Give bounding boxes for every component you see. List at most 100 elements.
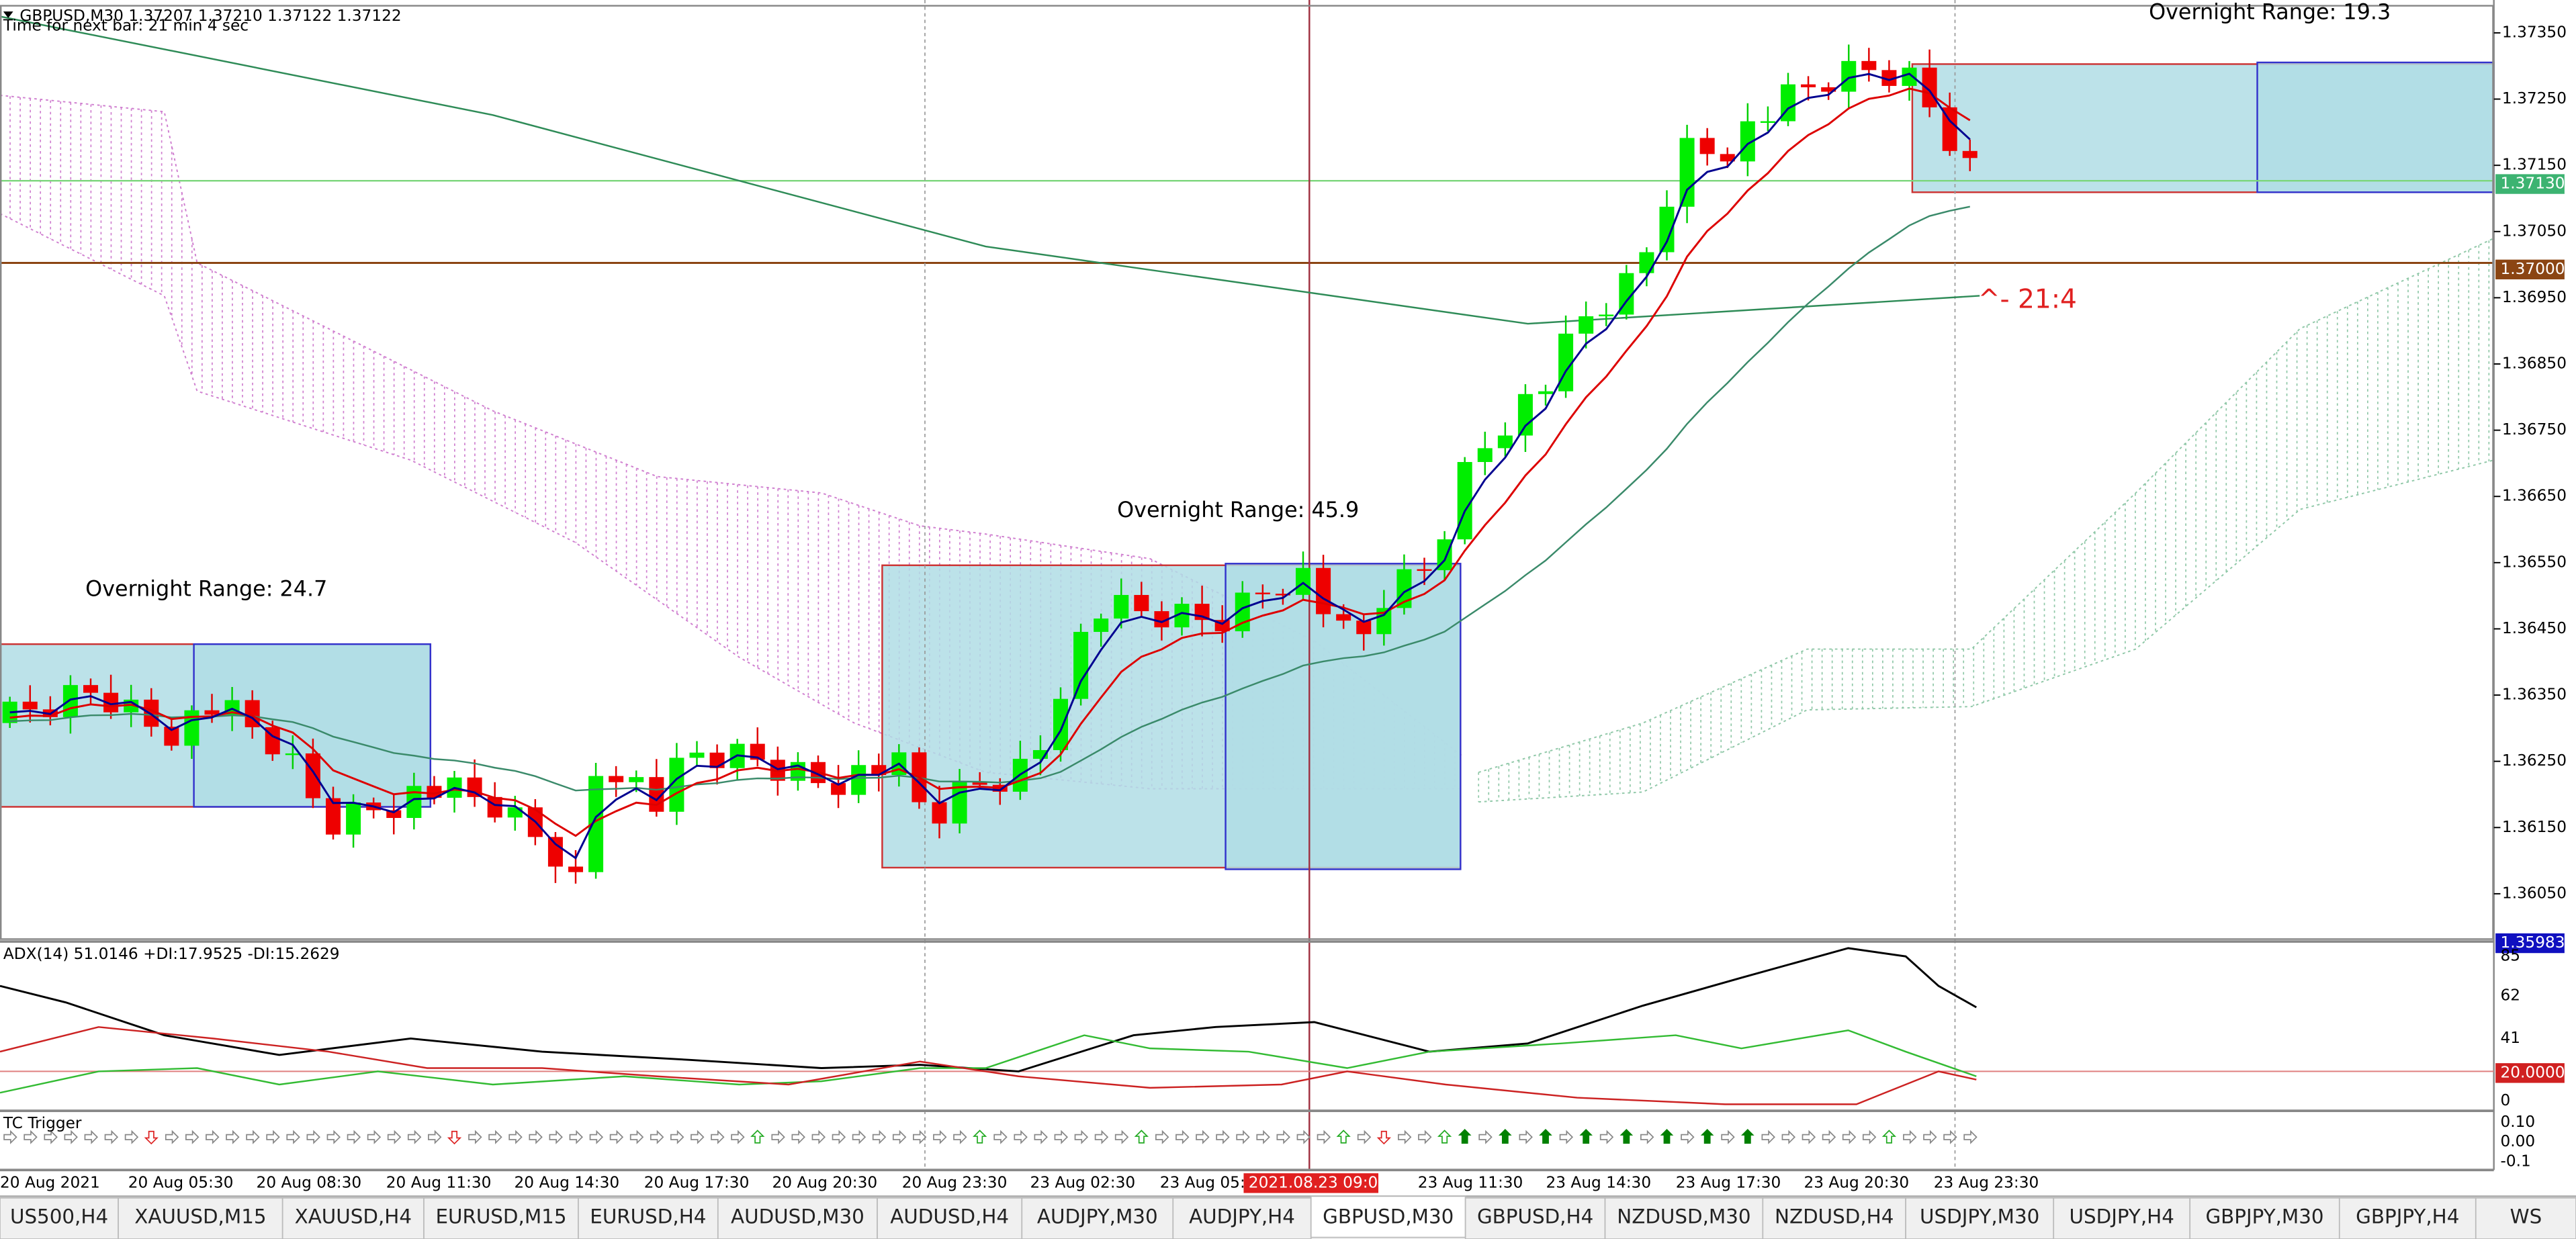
trigger-arrow [1155,1130,1169,1144]
range-label: Overnight Range: 24.7 [85,576,327,601]
tab[interactable]: EURUSD,M15 [423,1197,579,1239]
candle-body [1881,70,1897,86]
trigger-arrow [1822,1130,1836,1144]
candle-body [568,866,584,872]
trigger-arrow [1175,1130,1190,1144]
tab-background [1464,1197,1606,1239]
candle-body [103,692,119,713]
trigger-arrow [1336,1130,1351,1144]
trigger-arrow [1236,1130,1250,1144]
cursor-time-label: 2021.08.23 09:00 [1249,1173,1388,1191]
trigger-arrow [811,1130,826,1144]
candle-body [669,758,684,812]
tab-background [877,1197,1023,1239]
tab-label: USDJPY,H4 [2070,1205,2174,1228]
tab-background [2475,1197,2576,1239]
price-label: 1.36550 [2502,553,2567,571]
trigger-arrow [1539,1129,1552,1144]
ma-line [9,87,1971,837]
candle-body [851,765,867,795]
trigger-arrow [589,1130,604,1144]
trigger-arrow [650,1130,664,1144]
trigger-arrow [246,1130,260,1144]
adx-axis-label: 0 [2500,1091,2510,1109]
candle-body [689,752,705,758]
candle-body [1659,206,1675,253]
candle-body [1821,87,1836,92]
trigger-arrow [629,1130,644,1144]
tab[interactable]: GBPJPY,H4 [2338,1197,2477,1239]
tab-label: XAUUSD,M15 [134,1205,266,1228]
candle-body [1801,84,1816,87]
tab-label: NZDUSD,M30 [1617,1205,1750,1228]
candle-body [1336,614,1351,621]
tab[interactable]: AUDUSD,H4 [877,1197,1023,1239]
candle-body [427,786,442,798]
trigger-arrow [367,1130,382,1144]
trigger-arrow [144,1130,159,1145]
candle-body [1073,631,1089,699]
adx-line [0,947,1978,1072]
trigger-arrow [1923,1130,1937,1144]
trigger-arrow [1862,1130,1877,1144]
indicator-label: ADX(14) 51.0146 +DI:17.9525 -DI:15.2629 [3,945,340,963]
cursor-time-box [1243,1173,1379,1193]
tab-background [1604,1197,1764,1239]
candle-body [285,753,300,755]
price-marker-label: 1.37000 [2500,260,2565,278]
tab[interactable]: GBPUSD,H4 [1464,1197,1606,1239]
tab-label: AUDUSD,H4 [890,1205,1009,1228]
price-label: 1.36150 [2502,818,2567,836]
trigger-arrow [711,1130,725,1144]
trigger-arrow [1034,1130,1048,1144]
price-label: 1.37050 [2502,222,2567,240]
candle-body [1174,604,1190,628]
trigger-arrow [973,1130,987,1144]
time-label: 20 Aug 11:30 [386,1173,492,1191]
trigger-arrow [306,1130,320,1144]
tab[interactable]: WS [2475,1197,2576,1239]
menu-triangle [3,11,13,18]
time-label: 20 Aug 08:30 [257,1173,362,1191]
tab[interactable]: US500,H4 [0,1197,119,1239]
trigger-arrow [1398,1130,1412,1144]
trigger-arrow [1074,1130,1089,1144]
tab[interactable]: AUDJPY,H4 [1172,1197,1312,1239]
tab[interactable]: NZDUSD,M30 [1604,1197,1764,1239]
ma-line [9,73,1971,860]
tab-background [717,1197,878,1239]
price-label: 1.36750 [2502,420,2567,439]
candle-body [1760,121,1775,123]
tab[interactable]: XAUUSD,H4 [281,1197,425,1239]
price-label: 1.37150 [2502,156,2567,174]
price-marker [2495,259,2565,279]
tab[interactable]: NZDUSD,H4 [1762,1197,1906,1239]
trigger-arrow [124,1130,139,1144]
candle-body [1599,314,1614,316]
tab[interactable]: USDJPY,M30 [1905,1197,2055,1239]
tab[interactable]: GBPUSD,M30 [1310,1195,1466,1238]
trigger-arrow [771,1130,785,1144]
candle-body [1437,539,1452,571]
trigger-arrow [933,1130,947,1144]
tab[interactable]: AUDUSD,M30 [717,1197,878,1239]
candle-body [547,837,563,867]
tab-label: AUDJPY,H4 [1189,1205,1295,1228]
tab[interactable]: XAUUSD,M15 [118,1197,283,1239]
tab[interactable]: USDJPY,H4 [2053,1197,2191,1239]
trigger-arrow [1681,1130,1695,1144]
trigger-arrow [1499,1129,1512,1144]
candle-body [326,798,341,835]
time-label: 23 Aug 02:30 [1030,1173,1136,1191]
price-marker [2495,933,2565,954]
candle-body [386,810,402,819]
trigger-arrow [1276,1130,1290,1144]
trigger-arrow [1640,1130,1654,1144]
tab[interactable]: GBPJPY,M30 [2189,1197,2340,1239]
tab-label: EURUSD,H4 [590,1205,706,1228]
tab[interactable]: AUDJPY,M30 [1021,1197,1174,1239]
tab[interactable]: EURUSD,H4 [578,1197,719,1239]
trigger-arrow [1963,1130,1978,1144]
trigger-arrow [1721,1130,1735,1144]
tab-background [423,1197,579,1239]
